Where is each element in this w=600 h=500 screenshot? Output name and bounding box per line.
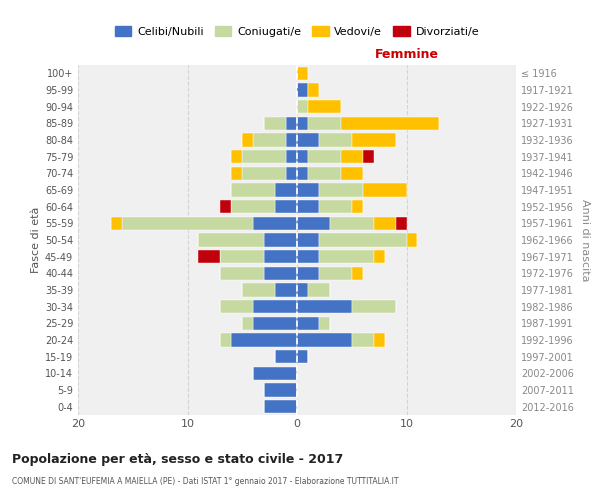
Bar: [253, 300, 297, 314]
Bar: [297, 66, 308, 80]
Bar: [275, 350, 297, 364]
Bar: [352, 266, 362, 280]
Bar: [264, 250, 297, 264]
Bar: [308, 166, 341, 180]
Bar: [242, 284, 275, 296]
Bar: [308, 284, 330, 296]
Bar: [242, 134, 253, 146]
Bar: [232, 334, 297, 346]
Bar: [232, 200, 275, 213]
Bar: [253, 216, 297, 230]
Bar: [297, 150, 308, 164]
Bar: [297, 284, 308, 296]
Y-axis label: Anni di nascita: Anni di nascita: [580, 198, 590, 281]
Bar: [275, 200, 297, 213]
Bar: [308, 116, 341, 130]
Bar: [232, 166, 242, 180]
Bar: [199, 250, 220, 264]
Bar: [286, 134, 297, 146]
Bar: [242, 150, 286, 164]
Bar: [253, 366, 297, 380]
Bar: [297, 334, 352, 346]
Bar: [242, 166, 286, 180]
Bar: [220, 300, 253, 314]
Bar: [330, 216, 374, 230]
Y-axis label: Fasce di età: Fasce di età: [31, 207, 41, 273]
Bar: [232, 184, 275, 196]
Legend: Celibi/Nubili, Coniugati/e, Vedovi/e, Divorziati/e: Celibi/Nubili, Coniugati/e, Vedovi/e, Di…: [110, 22, 484, 41]
Bar: [286, 150, 297, 164]
Bar: [275, 184, 297, 196]
Bar: [308, 150, 341, 164]
Bar: [111, 216, 122, 230]
Bar: [395, 216, 407, 230]
Bar: [297, 134, 319, 146]
Bar: [308, 84, 319, 96]
Bar: [319, 184, 362, 196]
Bar: [352, 300, 395, 314]
Bar: [264, 384, 297, 396]
Bar: [297, 234, 319, 246]
Bar: [199, 234, 264, 246]
Bar: [264, 116, 286, 130]
Bar: [341, 166, 362, 180]
Bar: [341, 116, 439, 130]
Bar: [297, 184, 319, 196]
Bar: [297, 266, 319, 280]
Bar: [374, 334, 385, 346]
Bar: [297, 84, 308, 96]
Bar: [374, 216, 395, 230]
Bar: [352, 200, 362, 213]
Bar: [319, 316, 330, 330]
Bar: [232, 150, 242, 164]
Bar: [220, 200, 232, 213]
Bar: [297, 116, 308, 130]
Bar: [297, 350, 308, 364]
Bar: [253, 134, 286, 146]
Bar: [220, 250, 264, 264]
Bar: [362, 150, 374, 164]
Bar: [253, 316, 297, 330]
Bar: [264, 400, 297, 413]
Bar: [319, 134, 352, 146]
Bar: [264, 234, 297, 246]
Bar: [352, 134, 395, 146]
Bar: [308, 100, 341, 114]
Bar: [407, 234, 418, 246]
Bar: [374, 250, 385, 264]
Bar: [220, 266, 264, 280]
Text: Popolazione per età, sesso e stato civile - 2017: Popolazione per età, sesso e stato civil…: [12, 452, 343, 466]
Bar: [286, 116, 297, 130]
Bar: [319, 234, 407, 246]
Bar: [275, 284, 297, 296]
Bar: [220, 334, 232, 346]
Bar: [352, 334, 374, 346]
Bar: [286, 166, 297, 180]
Text: COMUNE DI SANT'EUFEMIA A MAIELLA (PE) - Dati ISTAT 1° gennaio 2017 - Elaborazion: COMUNE DI SANT'EUFEMIA A MAIELLA (PE) - …: [12, 478, 398, 486]
Bar: [297, 216, 330, 230]
Bar: [341, 150, 362, 164]
Bar: [319, 266, 352, 280]
Bar: [319, 250, 374, 264]
Bar: [362, 184, 407, 196]
Bar: [297, 166, 308, 180]
Bar: [297, 300, 352, 314]
Bar: [297, 250, 319, 264]
Bar: [242, 316, 253, 330]
Bar: [297, 100, 308, 114]
Text: Femmine: Femmine: [374, 48, 439, 62]
Bar: [122, 216, 253, 230]
Bar: [319, 200, 352, 213]
Bar: [297, 200, 319, 213]
Bar: [264, 266, 297, 280]
Bar: [297, 316, 319, 330]
